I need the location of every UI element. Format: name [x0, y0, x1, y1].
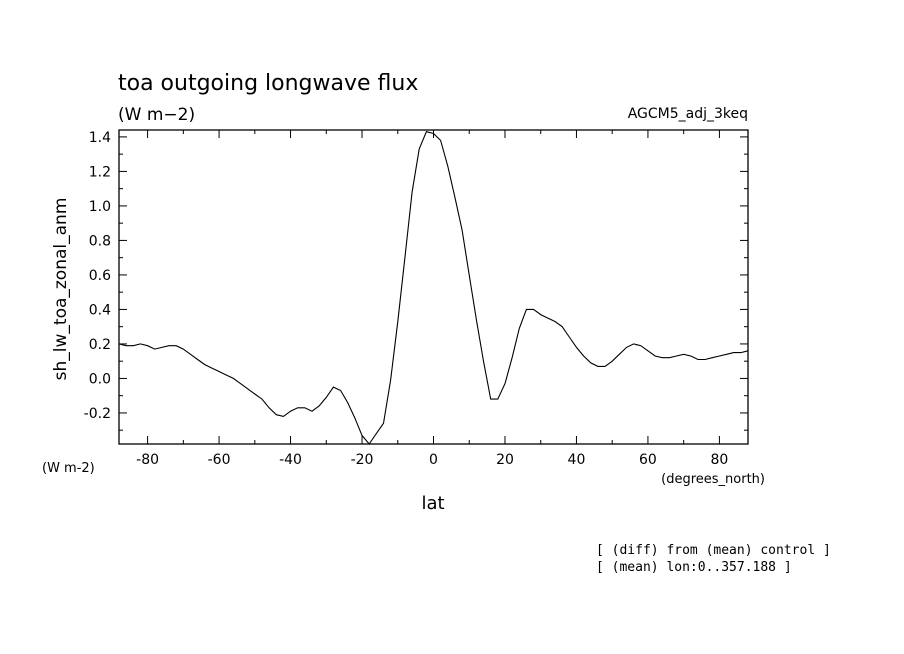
x-tick-label: 20	[496, 452, 514, 468]
tick-labels: -80 -60 -40 -20 0 20 40 60 80 -0.2 0.0 0.2 0.4 0.6 0.8…	[84, 130, 729, 468]
y-tick-label: 1.2	[89, 164, 111, 180]
chart-units: (W m−2)	[118, 105, 195, 125]
x-tick-label: 80	[710, 452, 728, 468]
y-tick-label: 0.2	[89, 337, 111, 353]
y-tick-label: -0.2	[84, 406, 111, 422]
x-tick-label: 60	[639, 452, 657, 468]
y-axis-label: sh_lw_toa_zonal_anm	[51, 198, 71, 381]
experiment-label: AGCM5_adj_3keq	[628, 106, 748, 122]
chart-title: toa outgoing longwave flux	[118, 71, 418, 96]
x-tick-label: -80	[136, 452, 159, 468]
y-tick-label: 0.0	[89, 371, 111, 387]
ticks	[119, 130, 748, 444]
series-line	[118, 131, 749, 445]
x-tick-label: -40	[279, 452, 302, 468]
y-axis-units: (W m-2)	[42, 461, 95, 476]
x-tick-label: -20	[351, 452, 374, 468]
y-tick-label: 0.8	[89, 233, 111, 249]
y-tick-label: 0.4	[89, 302, 111, 318]
note-mean: [ (mean) lon:0..357.188 ]	[596, 560, 792, 575]
x-axis-units: (degrees_north)	[661, 472, 765, 487]
x-tick-label: 40	[568, 452, 586, 468]
x-tick-label: -60	[208, 452, 231, 468]
x-tick-label: 0	[429, 452, 438, 468]
y-tick-label: 1.0	[89, 199, 111, 215]
plot-frame	[118, 129, 749, 445]
y-tick-label: 1.4	[89, 130, 111, 146]
y-tick-label: 0.6	[89, 268, 111, 284]
note-diff: [ (diff) from (mean) control ]	[596, 543, 831, 558]
x-axis-label: lat	[421, 493, 444, 514]
